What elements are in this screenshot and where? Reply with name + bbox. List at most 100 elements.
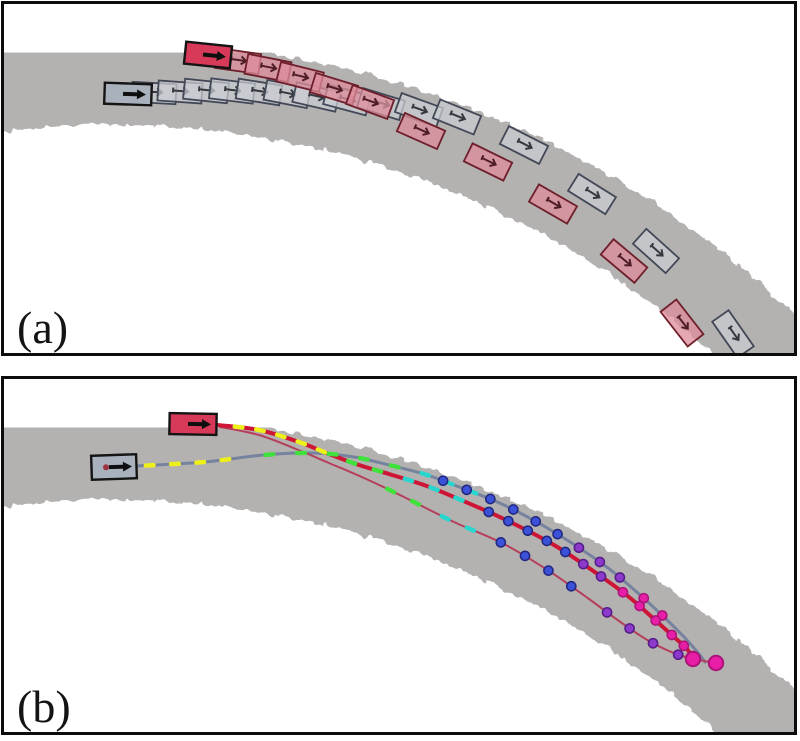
blue-dot-marker: [519, 550, 531, 562]
predicted-gray-vehicle-box: [566, 172, 618, 216]
blue-dot-marker: [522, 525, 534, 537]
predicted-red-vehicle-box: [599, 237, 649, 285]
blue-dot-marker: [483, 506, 495, 518]
predicted-gray-vehicle-box: [631, 227, 681, 275]
purple-dot-marker: [647, 637, 659, 649]
yellow-dash-marker: [274, 432, 287, 440]
predicted-gray-vehicle-box: [498, 124, 550, 166]
purple-dot-marker: [614, 572, 626, 583]
heading-arrow-icon: [617, 252, 632, 267]
cyan-dash-marker: [453, 495, 465, 503]
heading-arrow-icon: [727, 325, 740, 342]
green-dash-marker: [357, 455, 370, 462]
yellow-dash-marker: [232, 424, 245, 430]
heading-arrow-icon: [449, 110, 467, 122]
gray-ego-vehicle: [89, 452, 139, 482]
cyan-dash-marker: [464, 525, 477, 533]
green-dash-marker: [371, 467, 384, 474]
panel-b-canvas: [4, 411, 794, 732]
blue-dot-marker: [507, 504, 519, 515]
blue-dot-marker: [559, 546, 571, 558]
heading-arrow-icon: [259, 62, 278, 73]
magenta-dot-marker: [617, 586, 629, 598]
heading-arrow-icon: [649, 242, 664, 257]
heading-arrow-icon: [362, 95, 380, 107]
purple-dot-marker: [577, 558, 589, 570]
ghost-box: [710, 308, 756, 353]
purple-dot-marker: [573, 542, 585, 554]
magenta-dot-marker: [634, 600, 645, 612]
yellow-dash-marker: [143, 462, 156, 468]
purple-dot-marker: [594, 556, 606, 568]
magenta-dot-marker: [666, 629, 678, 641]
road: [4, 415, 794, 732]
heading-arrow-icon: [545, 196, 562, 210]
magenta-end-dot-marker: [684, 650, 702, 668]
heading-arrow-icon: [480, 154, 498, 167]
predicted-gray-vehicle-box: [710, 308, 756, 353]
blue-dot-marker: [541, 535, 553, 547]
green-dash-marker: [384, 486, 397, 495]
blue-dot-marker: [502, 515, 514, 527]
panel-b-label: (b): [17, 681, 71, 732]
predicted-gray-vehicle-box: [431, 98, 483, 136]
heading-arrow-icon: [516, 137, 534, 151]
ghost-box: [395, 111, 447, 151]
cyan-dash-marker: [419, 470, 432, 478]
green-dash-marker: [263, 452, 276, 458]
heading-arrow-icon: [413, 124, 431, 136]
predicted-red-vehicle-box: [395, 111, 447, 151]
heading-arrowhead-icon: [216, 50, 226, 61]
magenta-dot-marker: [650, 615, 662, 626]
red-ego-vehicle: [168, 411, 218, 437]
heading-arrowhead-icon: [122, 461, 132, 472]
cyan-dash-marker: [439, 513, 451, 522]
predicted-red-vehicle-box: [462, 142, 514, 182]
predicted-red-vehicle-box: [659, 298, 705, 348]
yellow-dash-marker: [295, 439, 308, 447]
panel-a-label: (a): [17, 302, 69, 353]
heading-arrow-icon: [326, 82, 344, 94]
green-dash-marker: [388, 463, 401, 470]
road-surface: [4, 415, 794, 732]
purple-dot-marker: [672, 649, 684, 661]
panel-a-canvas: [4, 40, 794, 353]
heading-arrow-icon: [676, 314, 689, 330]
red-trajectory-primary: [215, 423, 695, 661]
blue-dot-marker: [565, 580, 577, 592]
heading-arrow-icon: [411, 103, 429, 115]
yellow-dash-marker: [253, 427, 266, 434]
cyan-dash-marker: [428, 485, 440, 493]
yellow-dash-marker: [315, 447, 328, 455]
predicted-red-vehicle-box: [527, 183, 579, 225]
green-dash-marker: [326, 451, 339, 457]
yellow-dash-marker: [168, 461, 181, 467]
blue-dot-marker: [530, 516, 542, 527]
heading-arrow-icon: [291, 71, 310, 82]
blue-dot-marker: [495, 537, 507, 548]
panel-b: (b): [1, 376, 797, 735]
reference-point-dot: [103, 464, 110, 471]
purple-dot-marker: [595, 571, 607, 582]
magenta-end-dot-marker: [707, 654, 725, 672]
blue-dot-marker: [552, 528, 563, 540]
green-dash-marker: [345, 458, 358, 466]
blue-dot-marker: [543, 565, 554, 576]
red-ego-vehicle: [182, 40, 234, 70]
purple-dot-marker: [624, 623, 635, 634]
heading-arrow-icon: [584, 186, 601, 200]
blue-dot-marker: [461, 484, 473, 496]
magenta-dot-marker: [678, 640, 690, 652]
heading-arrowhead-icon: [201, 419, 211, 430]
cyan-dash-marker: [402, 476, 415, 484]
gray-ego-vehicle: [102, 81, 154, 107]
heading-arrowhead-icon: [136, 89, 146, 100]
blue-dot-marker: [437, 475, 449, 487]
purple-dot-marker: [601, 606, 613, 618]
predicted-red-vehicle-box: [344, 83, 396, 121]
yellow-dash-marker: [219, 456, 232, 463]
panel-a: (a): [1, 1, 797, 356]
green-dash-marker: [409, 498, 422, 507]
yellow-dash-marker: [194, 459, 207, 465]
